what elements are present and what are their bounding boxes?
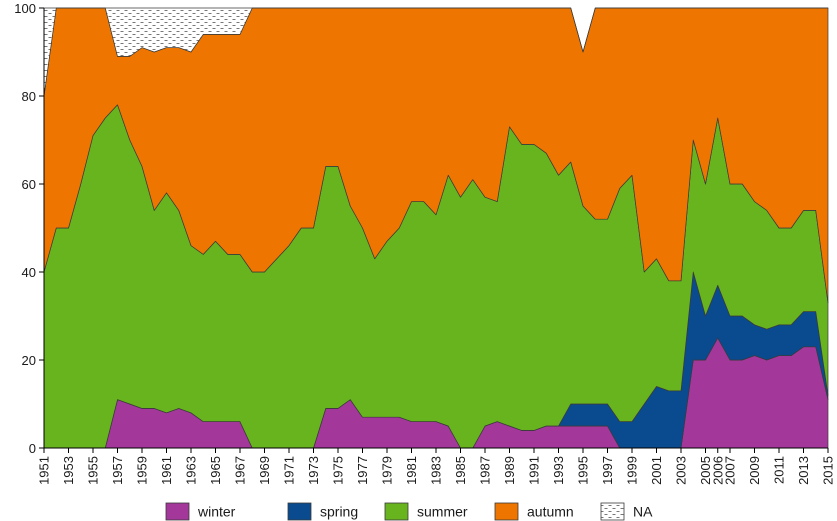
y-tick-label: 0 xyxy=(29,441,36,456)
x-tick-label: 1973 xyxy=(306,456,321,485)
legend-label-winter: winter xyxy=(197,504,236,520)
legend: winter spring summer autumn NA xyxy=(165,502,653,521)
legend-item-winter: winter xyxy=(165,502,236,521)
legend-item-na: NA xyxy=(600,502,653,521)
x-tick-label: 1967 xyxy=(233,456,248,485)
y-tick-label: 40 xyxy=(22,265,36,280)
x-tick-label: 2015 xyxy=(821,456,836,485)
x-tick-label: 1977 xyxy=(355,456,370,485)
x-tick-label: 1969 xyxy=(257,456,272,485)
legend-swatch-winter xyxy=(165,502,190,521)
x-tick-label: 1979 xyxy=(380,456,395,485)
x-tick-label: 2003 xyxy=(674,456,689,485)
x-tick-label: 2006 xyxy=(710,456,725,485)
y-tick-label: 80 xyxy=(22,89,36,104)
x-tick-label: 1999 xyxy=(625,456,640,485)
x-tick-label: 1985 xyxy=(453,456,468,485)
x-tick-label: 2009 xyxy=(747,456,762,485)
x-tick-label: 1957 xyxy=(110,456,125,485)
legend-swatch-autumn xyxy=(494,502,519,521)
x-tick-label: 1971 xyxy=(282,456,297,485)
x-tick-label: 2005 xyxy=(698,456,713,485)
legend-item-summer: summer xyxy=(384,502,468,521)
x-tick-label: 1955 xyxy=(86,456,101,485)
y-tick-label: 60 xyxy=(22,177,36,192)
x-tick-label: 1991 xyxy=(527,456,542,485)
x-tick-label: 1989 xyxy=(502,456,517,485)
legend-item-spring: spring xyxy=(287,502,358,521)
legend-label-autumn: autumn xyxy=(527,504,574,520)
legend-label-summer: summer xyxy=(417,504,468,520)
area-layers xyxy=(43,7,829,449)
area-na xyxy=(43,7,829,97)
x-tick-label: 1981 xyxy=(404,456,419,485)
legend-swatch-na xyxy=(600,502,625,521)
x-tick-label: 1959 xyxy=(135,456,150,485)
legend-label-na: NA xyxy=(633,504,653,520)
x-tick-label: 1965 xyxy=(208,456,223,485)
legend-item-autumn: autumn xyxy=(494,502,574,521)
x-tick-label: 1951 xyxy=(37,456,52,485)
legend-swatch-summer xyxy=(384,502,409,521)
x-tick-label: 1993 xyxy=(551,456,566,485)
x-tick-label: 2001 xyxy=(649,456,664,485)
y-tick-label: 20 xyxy=(22,353,36,368)
x-tick-label: 2013 xyxy=(796,456,811,485)
x-tick-label: 2011 xyxy=(772,456,787,484)
x-tick-label: 2007 xyxy=(723,456,738,485)
legend-swatch-spring xyxy=(287,502,312,521)
x-tick-label: 1961 xyxy=(159,456,174,485)
x-tick-label: 1963 xyxy=(184,456,199,485)
y-axis-ticks: 0 20 40 60 80 100 xyxy=(14,1,44,456)
y-tick-label: 100 xyxy=(14,1,36,16)
x-tick-label: 1997 xyxy=(600,456,615,485)
x-tick-label: 1995 xyxy=(576,456,591,485)
x-tick-label: 1975 xyxy=(331,456,346,485)
x-axis-ticks: 1951 1953 1955 1957 1959 1961 1963 1965 1967 1969… xyxy=(37,448,836,485)
legend-label-spring: spring xyxy=(320,504,358,520)
x-tick-label: 1987 xyxy=(478,456,493,485)
x-tick-label: 1983 xyxy=(429,456,444,485)
x-tick-label: 1953 xyxy=(61,456,76,485)
